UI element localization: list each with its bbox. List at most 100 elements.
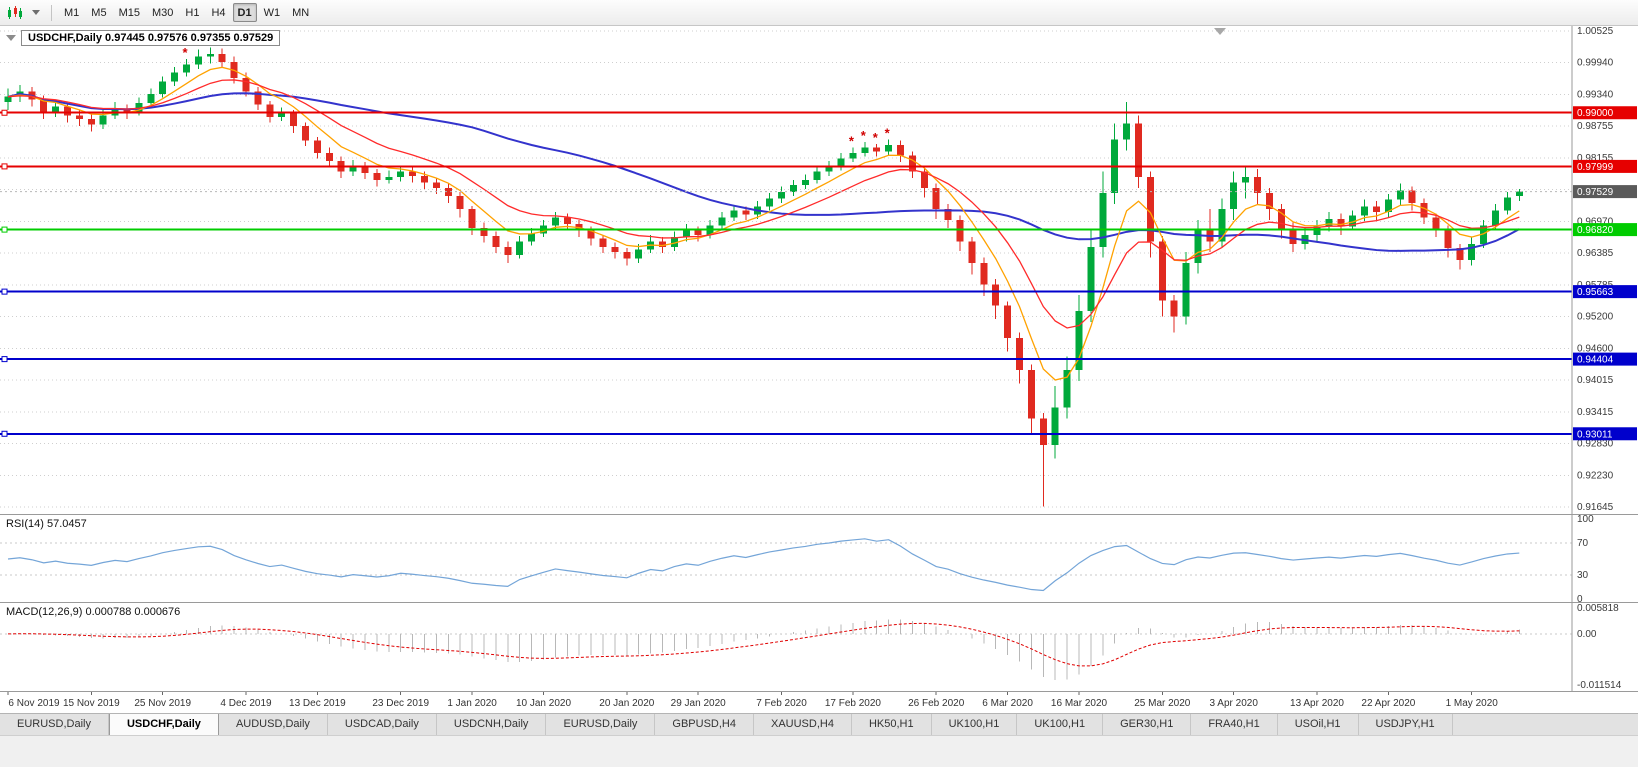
price-line-tag-label: 0.95663 bbox=[1577, 287, 1614, 298]
candle-body bbox=[123, 108, 131, 113]
line-drag-handle[interactable] bbox=[1, 356, 8, 363]
chart-tab-usoil-h1[interactable]: USOil,H1 bbox=[1278, 714, 1359, 735]
candle-body bbox=[254, 91, 262, 105]
chart-tab-usdcad-daily[interactable]: USDCAD,Daily bbox=[328, 714, 437, 735]
timeframe-button-h1[interactable]: H1 bbox=[185, 7, 200, 19]
chart-tab-gbpusd-h4[interactable]: GBPUSD,H4 bbox=[655, 714, 754, 735]
line-drag-handle[interactable] bbox=[1, 163, 8, 170]
candle-body bbox=[1503, 197, 1511, 211]
date-axis-label: 25 Mar 2020 bbox=[1134, 698, 1191, 709]
timeframe-button-m5[interactable]: M5 bbox=[91, 7, 107, 19]
candle-body bbox=[528, 233, 536, 242]
one-click-trading-arrow-icon[interactable] bbox=[6, 35, 16, 41]
candle-body bbox=[52, 106, 60, 113]
candle-body bbox=[956, 219, 964, 242]
candle-body bbox=[992, 284, 1000, 306]
line-drag-handle[interactable] bbox=[1, 226, 8, 233]
macd-canvas[interactable]: 0.005818 0.00 -0.011514 bbox=[0, 603, 1638, 692]
candle-body bbox=[373, 172, 381, 180]
candle-body bbox=[159, 81, 167, 94]
candle-body bbox=[908, 155, 916, 172]
chart-type-icon[interactable] bbox=[6, 5, 24, 20]
chart-type-dropdown-icon[interactable] bbox=[32, 10, 40, 15]
rsi-panel[interactable]: RSI(14) 57.0457 100 70 30 0 bbox=[0, 514, 1638, 603]
candle-body bbox=[980, 262, 988, 285]
candle-body bbox=[1146, 177, 1154, 242]
candle-body bbox=[551, 217, 559, 226]
chart-tab-xauusd-h4[interactable]: XAUUSD,H4 bbox=[754, 714, 852, 735]
chart-tab-usdcnh-daily[interactable]: USDCNH,Daily bbox=[437, 714, 547, 735]
price-axis-label: 0.98155 bbox=[1577, 153, 1614, 164]
candle-body bbox=[1170, 300, 1178, 317]
chart-ohlc-values: 0.97445 0.97576 0.97355 0.97529 bbox=[105, 32, 274, 44]
chart-shift-marker-icon[interactable] bbox=[1214, 28, 1226, 35]
sell-marker-icon: * bbox=[885, 126, 891, 141]
chart-tab-hk50-h1[interactable]: HK50,H1 bbox=[852, 714, 932, 735]
price-axis-label: 0.98755 bbox=[1577, 121, 1614, 132]
macd-axis-label: -0.011514 bbox=[1577, 680, 1622, 691]
candle-body bbox=[873, 147, 881, 152]
line-drag-handle[interactable] bbox=[1, 430, 8, 437]
date-axis-label: 1 Jan 2020 bbox=[447, 698, 497, 709]
candle-body bbox=[670, 237, 678, 247]
chart-tab-eurusd-daily[interactable]: EURUSD,Daily bbox=[546, 714, 656, 735]
candle-body bbox=[147, 93, 155, 104]
price-axis-label: 0.91645 bbox=[1577, 502, 1614, 513]
timeframe-button-mn[interactable]: MN bbox=[292, 7, 310, 19]
timeframe-toolbar: M1 M5 M15 M30 H1 H4 D1 W1 MN bbox=[0, 0, 1638, 26]
candle-body bbox=[361, 166, 369, 173]
timeframe-button-m15[interactable]: M15 bbox=[118, 7, 140, 19]
candle-body bbox=[183, 64, 190, 73]
candle-body bbox=[1289, 230, 1297, 245]
candle-body bbox=[1039, 418, 1047, 446]
candle-body bbox=[313, 140, 321, 153]
timeframe-button-h4[interactable]: H4 bbox=[211, 7, 226, 19]
date-axis-label: 10 Jan 2020 bbox=[516, 698, 571, 709]
rsi-canvas[interactable]: 100 70 30 0 bbox=[0, 515, 1638, 603]
price-axis-label: 1.00525 bbox=[1577, 26, 1614, 37]
rsi-indicator-label: RSI(14) 57.0457 bbox=[6, 518, 87, 530]
candle-body bbox=[1325, 218, 1333, 227]
line-drag-handle[interactable] bbox=[1, 109, 8, 116]
price-axis-label: 0.99340 bbox=[1577, 90, 1614, 101]
chart-tab-eurusd-daily[interactable]: EURUSD,Daily bbox=[0, 714, 109, 735]
macd-panel[interactable]: MACD(12,26,9) 0.000788 0.000676 0.005818… bbox=[0, 602, 1638, 692]
timeframe-button-w1[interactable]: W1 bbox=[263, 7, 281, 19]
chart-tab-usdchf-daily[interactable]: USDCHF,Daily bbox=[108, 714, 219, 735]
chart-tab-uk100-h1[interactable]: UK100,H1 bbox=[932, 714, 1018, 735]
chart-tab-usdjpy-h1[interactable]: USDJPY,H1 bbox=[1359, 714, 1453, 735]
current-price-tag bbox=[1573, 185, 1637, 199]
toolbar-separator bbox=[51, 4, 52, 21]
rsi-axis-label: 30 bbox=[1577, 570, 1589, 581]
timeframe-button-m1[interactable]: M1 bbox=[64, 7, 80, 19]
chart-tab-ger30-h1[interactable]: GER30,H1 bbox=[1103, 714, 1192, 735]
candle-body bbox=[1004, 305, 1012, 338]
date-axis-label: 7 Feb 2020 bbox=[756, 698, 807, 709]
main-chart-panel[interactable]: USDCHF,Daily 0.97445 0.97576 0.97355 0.9… bbox=[0, 26, 1638, 514]
date-axis-label: 17 Feb 2020 bbox=[825, 698, 882, 709]
candle-body bbox=[64, 106, 71, 116]
candle-body bbox=[421, 175, 428, 183]
candle-body bbox=[1194, 230, 1202, 263]
line-drag-handle[interactable] bbox=[1, 288, 8, 295]
timeframe-button-d1[interactable]: D1 bbox=[232, 3, 257, 22]
main-chart-canvas[interactable]: 1.00525 0.99940 0.99340 0.98755 0.98155 0.975… bbox=[0, 26, 1638, 514]
chart-tab-fra40-h1[interactable]: FRA40,H1 bbox=[1191, 714, 1278, 735]
candle-body bbox=[266, 104, 274, 118]
chart-tab-audusd-daily[interactable]: AUDUSD,Daily bbox=[219, 714, 328, 735]
date-axis-canvas: 6 Nov 2019 15 Nov 2019 25 Nov 2019 4 Dec 20… bbox=[7, 692, 1498, 709]
candle-body bbox=[516, 241, 524, 255]
candle-body bbox=[171, 72, 179, 82]
timeframe-button-m30[interactable]: M30 bbox=[151, 7, 174, 19]
candle-body bbox=[801, 179, 809, 186]
candle-body bbox=[1135, 123, 1142, 178]
price-line-tag-label: 0.97999 bbox=[1577, 162, 1614, 173]
chart-tab-uk100-h1[interactable]: UK100,H1 bbox=[1017, 714, 1104, 735]
date-axis-label: 20 Jan 2020 bbox=[599, 698, 654, 709]
date-axis-label: 25 Nov 2019 bbox=[134, 698, 191, 709]
candle-body bbox=[1361, 206, 1369, 216]
date-axis-label: 6 Nov 2019 bbox=[8, 698, 60, 709]
sell-marker-icon: * bbox=[873, 130, 879, 145]
candle-body bbox=[730, 210, 738, 218]
candle-body bbox=[349, 166, 357, 172]
